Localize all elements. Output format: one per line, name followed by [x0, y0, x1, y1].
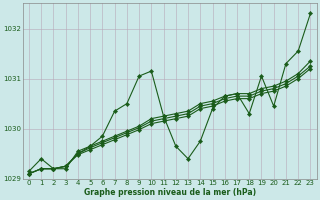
X-axis label: Graphe pression niveau de la mer (hPa): Graphe pression niveau de la mer (hPa) — [84, 188, 256, 197]
